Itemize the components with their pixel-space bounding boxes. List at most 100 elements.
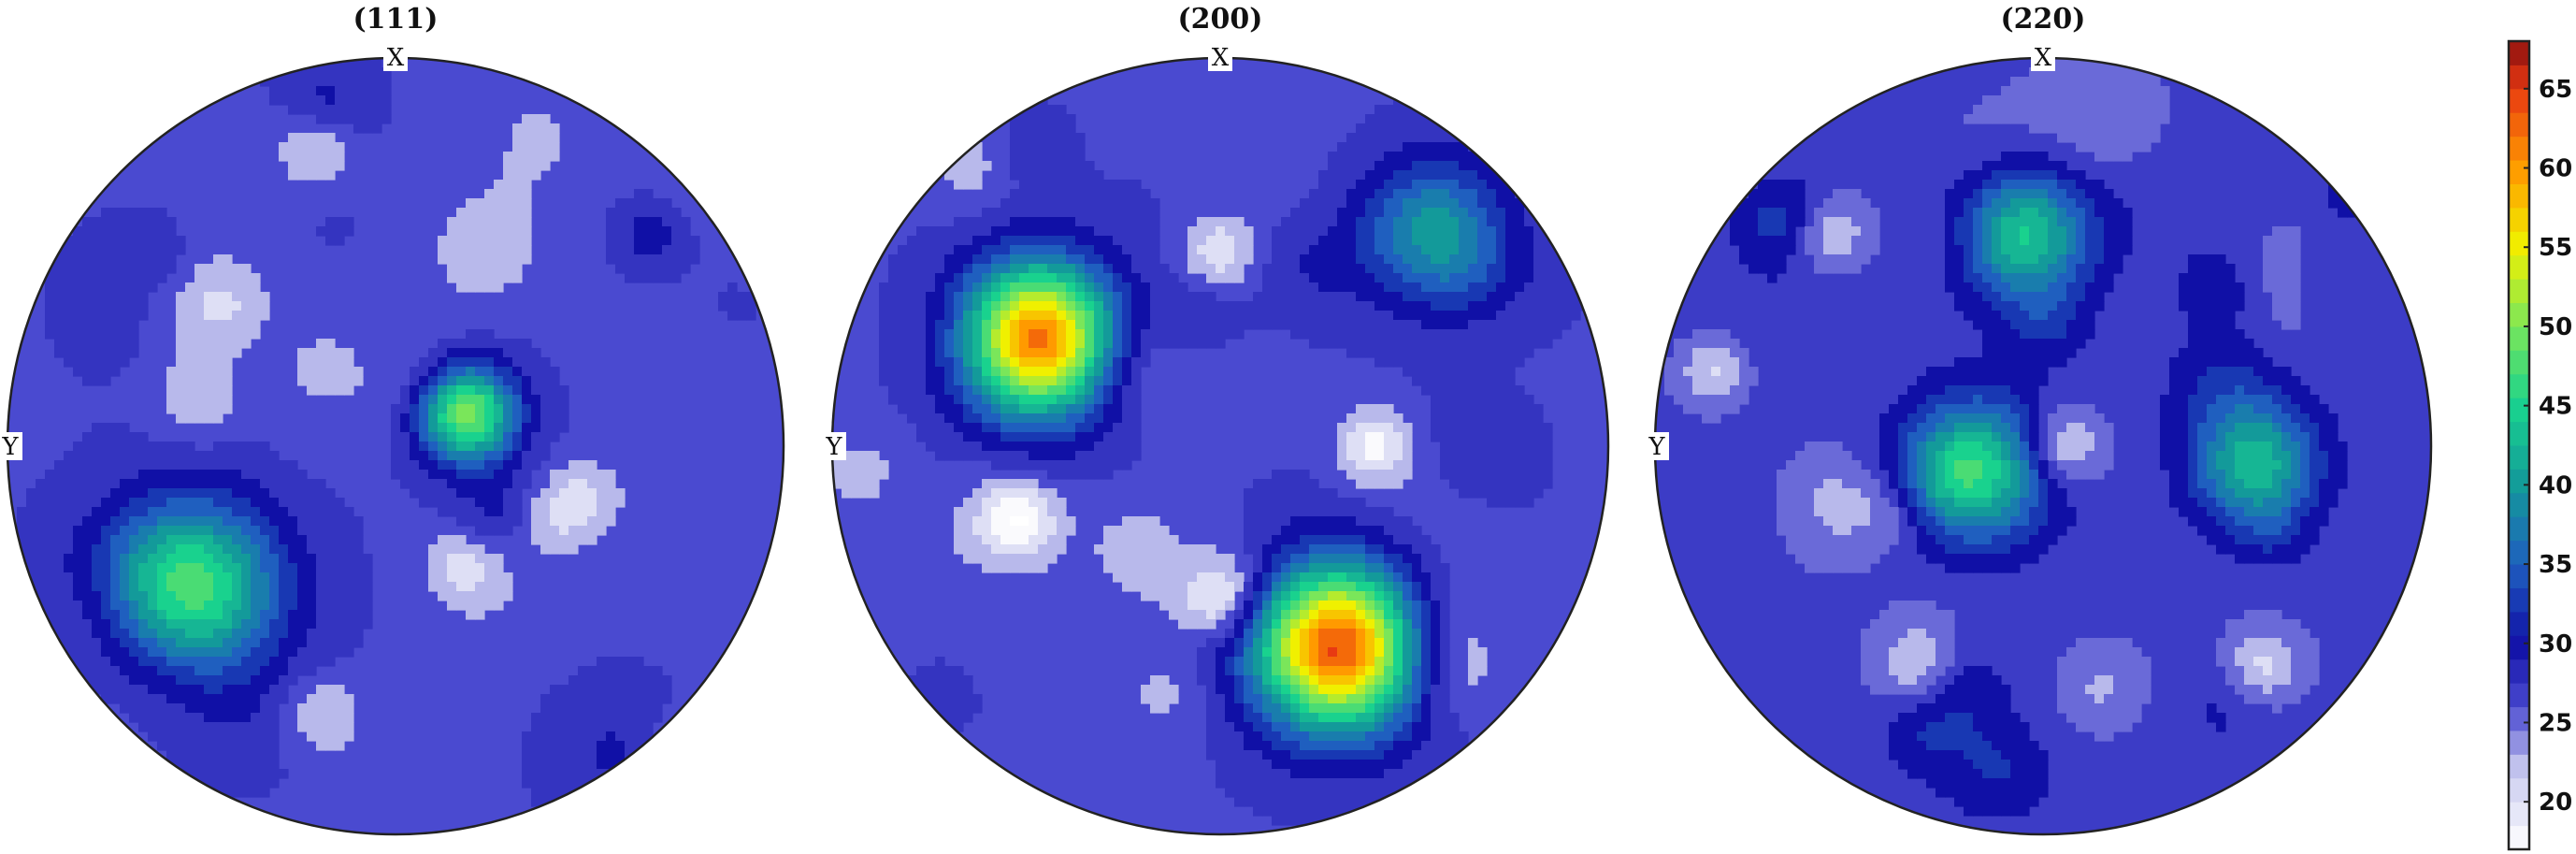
contour-cell <box>223 591 233 601</box>
contour-cell <box>634 217 644 227</box>
contour-cell <box>935 301 945 311</box>
contour-cell <box>484 470 495 480</box>
contour-cell <box>120 629 130 639</box>
contour-cell <box>223 264 233 274</box>
contour-cell <box>1309 666 1319 676</box>
contour-cell <box>223 601 233 611</box>
contour-cell <box>1543 273 1553 283</box>
contour-cell <box>1290 563 1301 573</box>
contour-cell <box>1412 657 1422 667</box>
contour-cell <box>1459 479 1469 489</box>
contour-cell <box>1131 441 1142 452</box>
contour-cell <box>1019 114 1029 124</box>
contour-cell <box>1393 273 1403 283</box>
contour-cell <box>1225 591 1235 601</box>
contour-cell <box>888 348 899 358</box>
contour-cell <box>316 554 326 564</box>
contour-cell <box>954 451 964 461</box>
contour-cell <box>241 441 252 452</box>
contour-cell <box>1524 273 1534 283</box>
contour-cell <box>176 292 186 302</box>
contour-cell <box>1272 544 1282 555</box>
contour-cell <box>251 526 261 536</box>
contour-cell <box>1393 170 1403 181</box>
contour-cell <box>494 357 504 368</box>
contour-cell <box>1384 329 1394 340</box>
contour-cell <box>1122 329 1132 340</box>
contour-cell <box>466 329 476 340</box>
contour-cell <box>550 760 560 770</box>
contour-cell <box>1169 320 1179 330</box>
contour-cell <box>681 217 691 227</box>
contour-cell <box>1552 292 1562 302</box>
contour-cell <box>288 591 298 601</box>
contour-cell <box>1449 152 1460 162</box>
contour-cell <box>1075 301 1086 311</box>
contour-cell <box>972 488 983 499</box>
contour-cell <box>1047 432 1058 442</box>
contour-cell <box>64 629 74 639</box>
contour-cell <box>241 544 252 555</box>
contour-cell <box>204 404 214 414</box>
contour-cell <box>1029 198 1039 209</box>
contour-cell <box>223 554 233 564</box>
contour-cell <box>1346 638 1357 648</box>
contour-cell <box>1019 554 1029 564</box>
contour-cell <box>353 105 364 115</box>
contour-cell <box>335 86 345 96</box>
contour-cell <box>148 226 158 237</box>
contour-cell <box>120 292 130 302</box>
contour-cell <box>522 226 532 237</box>
contour-cell <box>438 245 448 255</box>
contour-cell <box>512 385 523 396</box>
contour-cell <box>615 217 626 227</box>
contour-cell <box>213 629 223 639</box>
contour-cell <box>129 638 139 648</box>
contour-cell <box>954 339 964 349</box>
contour-cell <box>1496 413 1506 424</box>
contour-cell <box>1019 152 1029 162</box>
contour-cell <box>1449 413 1460 424</box>
contour-cell <box>82 516 93 527</box>
contour-cell <box>860 488 871 499</box>
contour-cell <box>54 498 65 508</box>
contour-cell <box>251 619 261 630</box>
contour-cell <box>832 470 842 480</box>
contour-cell <box>260 778 270 789</box>
contour-cell <box>1300 572 1310 583</box>
contour-cell <box>213 320 223 330</box>
contour-cell <box>1431 152 1441 162</box>
contour-cell <box>456 582 467 592</box>
contour-cell <box>1122 189 1132 199</box>
contour-cell <box>1057 367 1067 377</box>
contour-cell <box>634 189 644 199</box>
contour-cell <box>1449 254 1460 265</box>
contour-cell <box>540 441 551 452</box>
contour-cell <box>1272 488 1282 499</box>
contour-cell <box>1057 301 1067 311</box>
contour-cell <box>1169 554 1179 564</box>
contour-cell <box>428 470 439 480</box>
contour-cell <box>1085 339 1095 349</box>
contour-cell <box>1113 563 1123 573</box>
contour-cell <box>1075 189 1086 199</box>
contour-cell <box>1468 329 1478 340</box>
contour-cell <box>972 357 983 368</box>
contour-cell <box>484 339 495 349</box>
contour-cell <box>194 507 205 517</box>
contour-cell <box>1403 357 1413 368</box>
contour-cell <box>1300 666 1310 676</box>
contour-cell <box>316 67 326 78</box>
contour-cell <box>1309 516 1319 527</box>
contour-cell <box>1468 432 1478 442</box>
contour-cell <box>1459 217 1469 227</box>
contour-cell <box>1000 320 1011 330</box>
contour-cell <box>954 180 964 190</box>
contour-cell <box>335 713 345 723</box>
contour-cell <box>1075 385 1086 396</box>
contour-cell <box>1309 329 1319 340</box>
contour-cell <box>1477 647 1488 658</box>
contour-cell <box>879 376 889 386</box>
contour-cell <box>466 470 476 480</box>
contour-cell <box>578 666 588 676</box>
